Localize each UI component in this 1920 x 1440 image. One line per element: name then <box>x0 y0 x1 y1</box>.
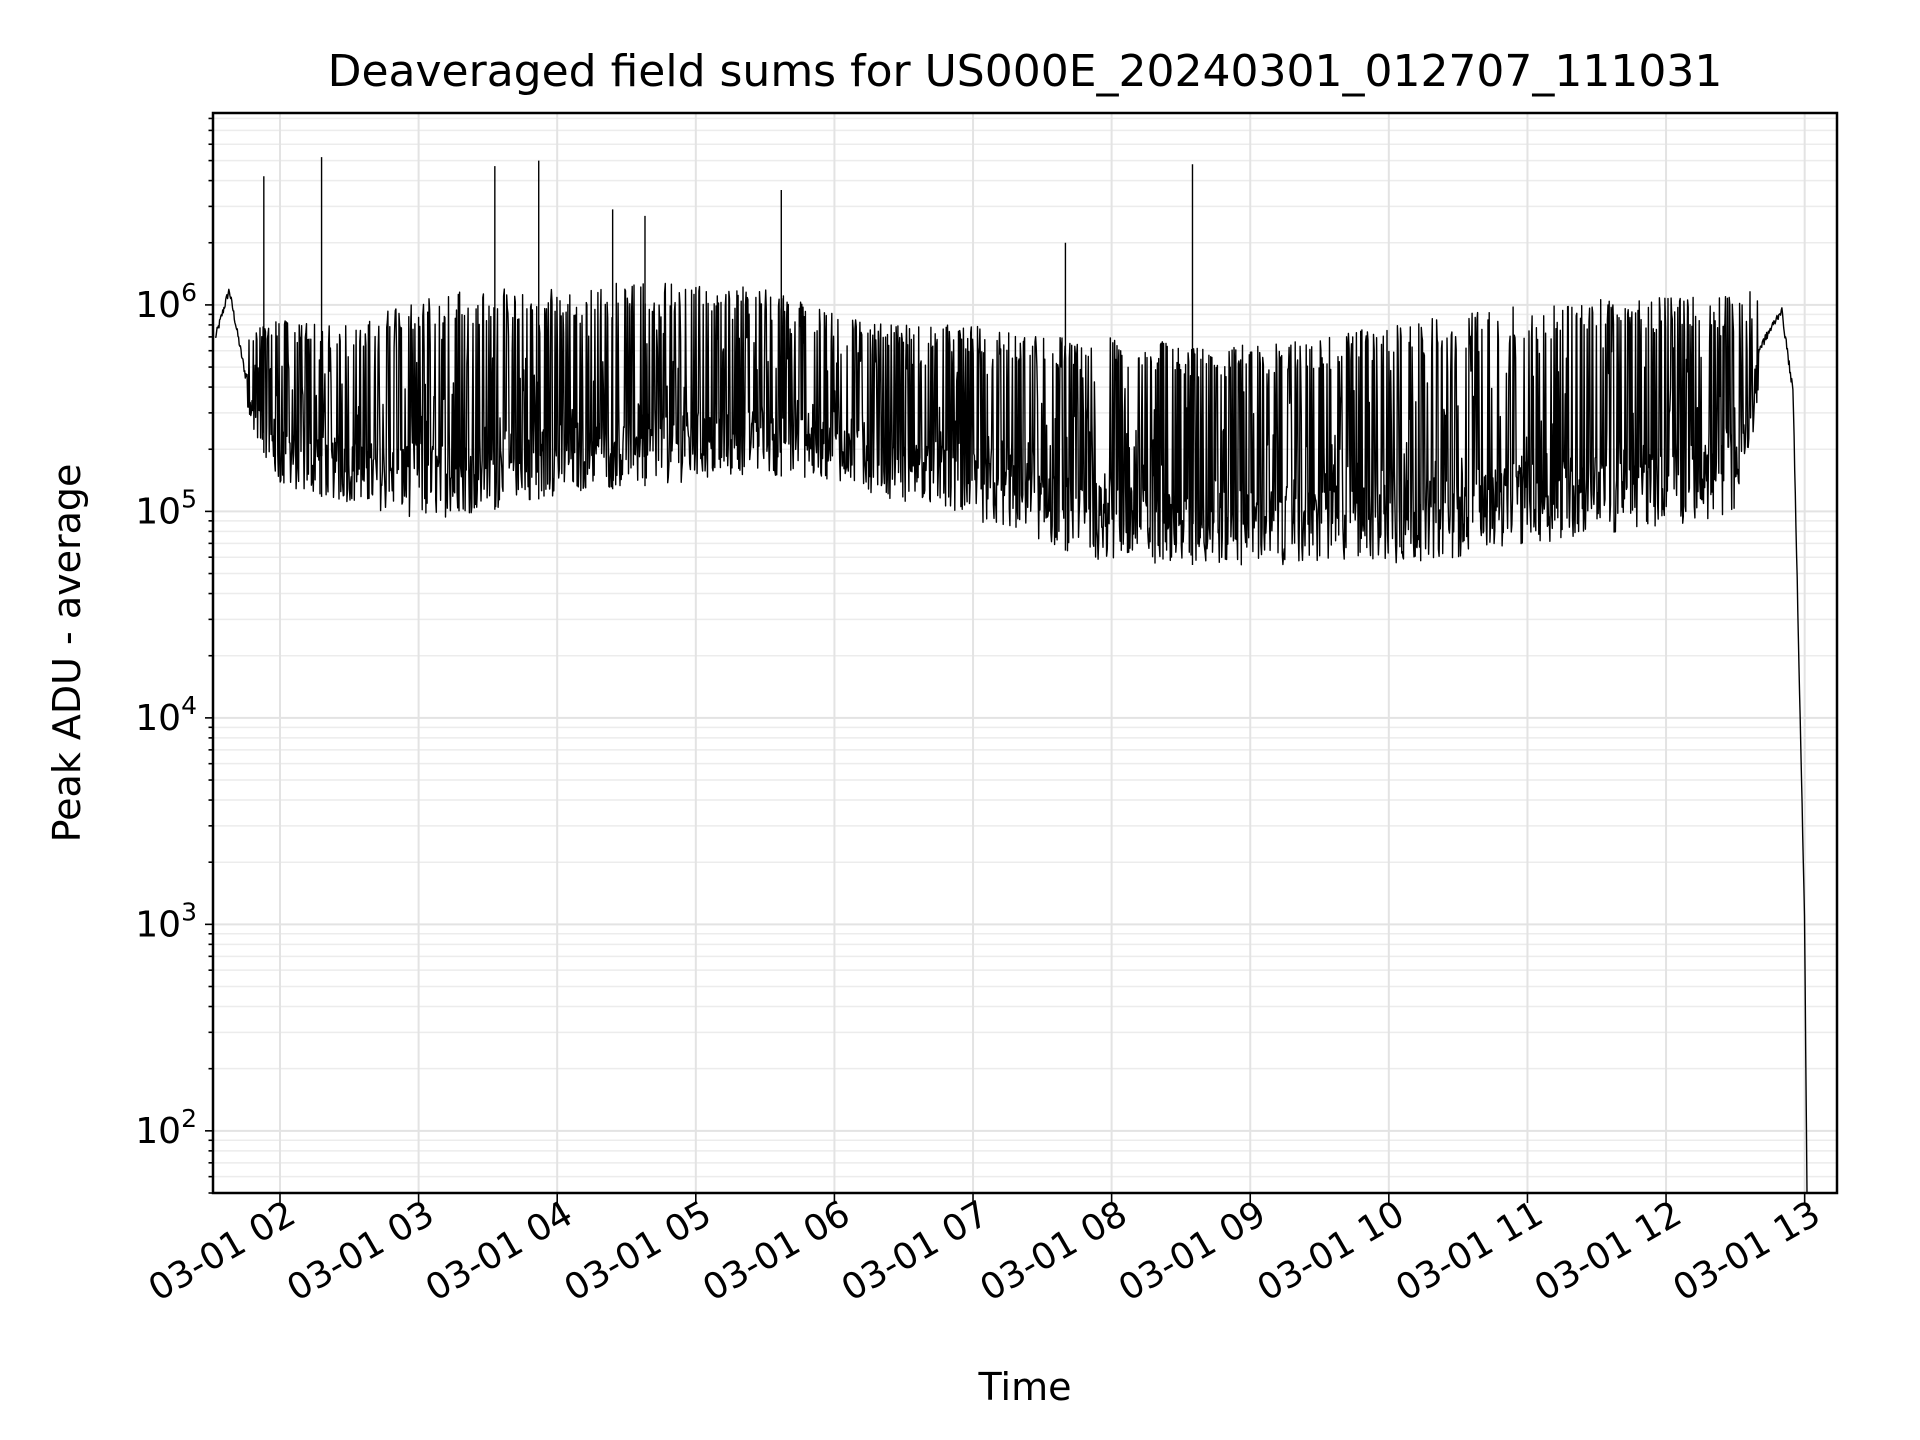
x-tick-label: 03-01 05 <box>558 1193 719 1309</box>
plot-frame <box>211 111 1839 1195</box>
y-tick-label-base: 10 <box>135 491 181 532</box>
y-tick-label-base: 10 <box>135 285 181 326</box>
x-tick-label: 03-01 04 <box>419 1193 580 1309</box>
y-tick-label: 103 <box>135 897 197 945</box>
y-axis-label: Peak ADU - average <box>45 464 89 843</box>
y-tick-label-base: 10 <box>135 698 181 739</box>
series-line <box>214 282 1808 1194</box>
x-tick-label: 03-01 11 <box>1389 1193 1550 1309</box>
y-tick-label-exponent: 3 <box>181 897 197 926</box>
x-tick-label: 03-01 09 <box>1112 1193 1273 1309</box>
grid <box>213 113 1837 1194</box>
y-tick-label-exponent: 4 <box>181 691 197 720</box>
y-tick-label: 106 <box>135 278 197 326</box>
x-tick-label: 03-01 10 <box>1251 1193 1412 1309</box>
x-axis-label: Time <box>978 1365 1072 1409</box>
series-group <box>214 157 1808 1194</box>
chart-title: Deaveraged field sums for US000E_2024030… <box>328 46 1723 97</box>
y-tick-label: 102 <box>135 1104 197 1152</box>
y-tick-label-exponent: 6 <box>181 278 197 307</box>
y-tick-label: 104 <box>135 691 197 739</box>
x-tick-label: 03-01 08 <box>973 1193 1134 1309</box>
y-tick-label: 105 <box>135 484 197 532</box>
x-tick-label: 03-01 12 <box>1528 1193 1689 1309</box>
x-tick-label: 03-01 02 <box>142 1193 303 1309</box>
x-tick-label: 03-01 07 <box>835 1193 996 1309</box>
y-tick-label-exponent: 2 <box>181 1104 197 1133</box>
x-tick-label: 03-01 13 <box>1666 1193 1827 1309</box>
y-tick-label-base: 10 <box>135 904 181 945</box>
y-tick-label-base: 10 <box>135 1111 181 1152</box>
x-tick-label: 03-01 03 <box>280 1193 441 1309</box>
y-tick-label-exponent: 5 <box>181 484 197 513</box>
x-tick-label: 03-01 06 <box>696 1193 857 1309</box>
